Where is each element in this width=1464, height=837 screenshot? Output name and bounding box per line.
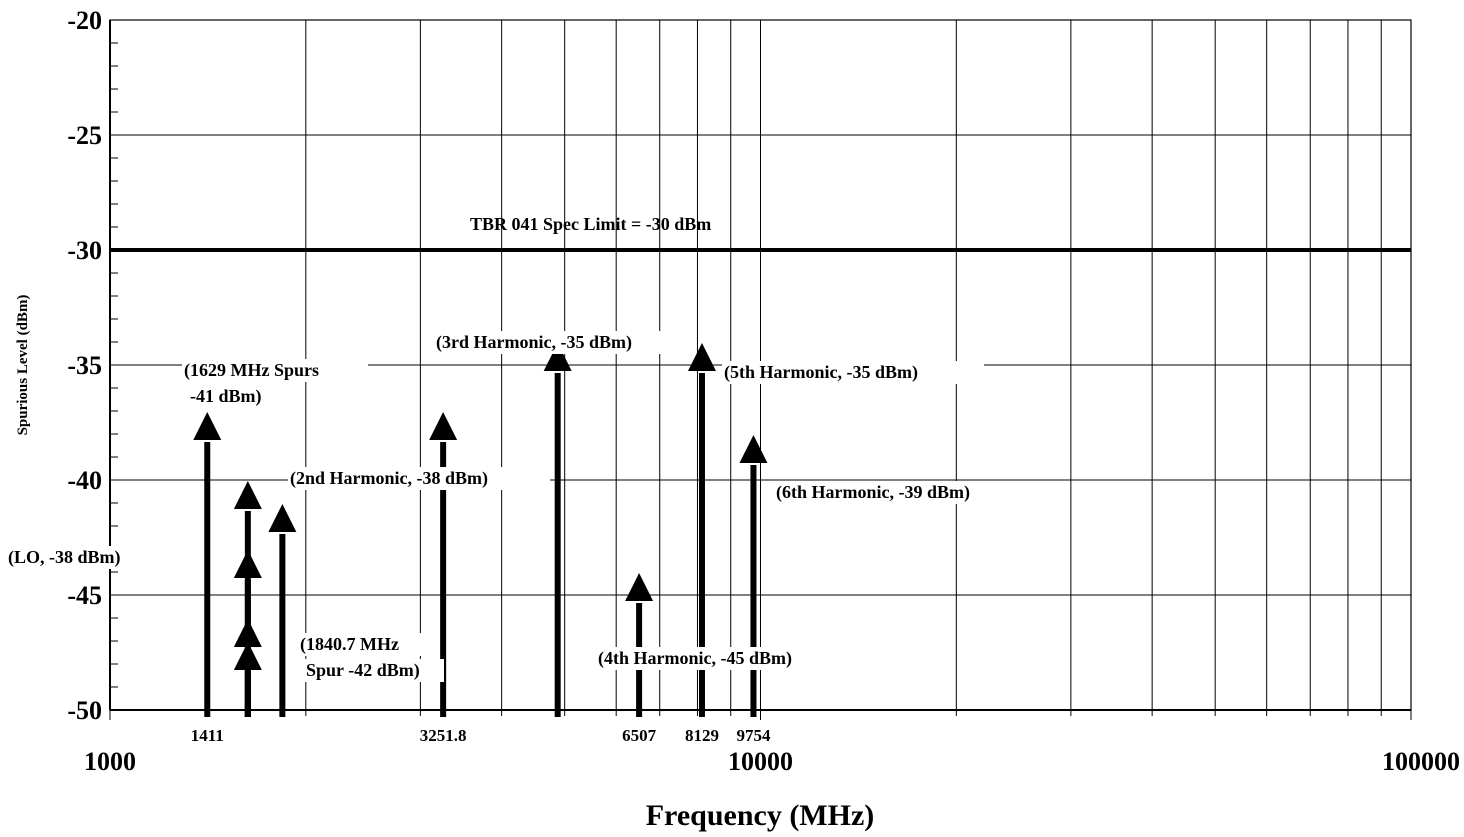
spur-arrowhead xyxy=(429,412,458,440)
spur-arrowhead xyxy=(625,573,654,601)
annotation-background xyxy=(304,659,444,682)
annotation-label: (1629 MHz Spurs xyxy=(184,360,319,381)
x-marked-tick-label: 8129 xyxy=(685,726,719,745)
annotation-label: (6th Harmonic, -39 dBm) xyxy=(776,482,970,503)
spur-arrowhead xyxy=(268,504,297,532)
y-tick-label: -25 xyxy=(67,121,102,150)
annotation-label: -41 dBm) xyxy=(190,386,262,407)
spur-arrowhead xyxy=(233,642,262,670)
annotations: (LO, -38 dBm) (1629 MHz Spurs -41 dBm) (184… xyxy=(6,331,1036,682)
spur-arrowhead xyxy=(233,550,262,578)
spur-arrowhead xyxy=(233,619,262,647)
y-tick-label: -35 xyxy=(67,351,102,380)
y-tick-label: -40 xyxy=(67,466,102,495)
x-major-tick-label: 10000 xyxy=(728,747,793,776)
annotation-background xyxy=(774,481,1036,504)
spur-arrowhead xyxy=(739,435,768,463)
spec-limit-label: TBR 041 Spec Limit = -30 dBm xyxy=(470,214,711,234)
annotation-background xyxy=(6,546,180,569)
x-marked-tick-label: 9754 xyxy=(736,726,771,745)
axes: -20 -25 -30 -35 -40 -45 -50 1000 10000 100000 1411… xyxy=(67,6,1460,776)
spur-arrowhead xyxy=(543,343,572,371)
spur-arrowhead xyxy=(233,481,262,509)
spur-arrowhead xyxy=(193,412,222,440)
annotation-label: (1840.7 MHz xyxy=(300,634,399,655)
y-tick-label: -45 xyxy=(67,581,102,610)
y-tick-label: -50 xyxy=(67,696,102,725)
annotation-label: Spur -42 dBm) xyxy=(306,660,420,681)
annotation-label: (2nd Harmonic, -38 dBm) xyxy=(290,468,488,489)
y-axis-title: Spurious Level (dBm) xyxy=(15,295,31,436)
annotation-label: (4th Harmonic, -45 dBm) xyxy=(598,648,792,669)
annotation-background xyxy=(596,647,856,670)
annotation-background xyxy=(434,331,696,354)
annotation-label: (3rd Harmonic, -35 dBm) xyxy=(436,332,632,353)
x-axis-title: Frequency (MHz) xyxy=(646,799,875,832)
x-marked-tick-label: 6507 xyxy=(622,726,657,745)
y-tick-label: -30 xyxy=(67,236,102,265)
annotation-label: (5th Harmonic, -35 dBm) xyxy=(724,362,918,383)
x-major-tick-label: 1000 xyxy=(84,747,136,776)
spec-limit: TBR 041 Spec Limit = -30 dBm xyxy=(110,214,1411,252)
annotation-background xyxy=(288,467,550,490)
x-marked-tick-label: 3251.8 xyxy=(420,726,467,745)
annotation-background xyxy=(722,361,984,384)
spur-arrowhead xyxy=(687,343,716,371)
annotation-background xyxy=(298,633,434,656)
annotation-background xyxy=(188,385,288,408)
x-marked-tick-label: 1411 xyxy=(191,726,224,745)
x-major-tick-label: 100000 xyxy=(1382,747,1460,776)
annotation-label: (LO, -38 dBm) xyxy=(8,547,121,568)
annotation-background xyxy=(182,359,368,382)
y-tick-label: -20 xyxy=(67,6,102,35)
